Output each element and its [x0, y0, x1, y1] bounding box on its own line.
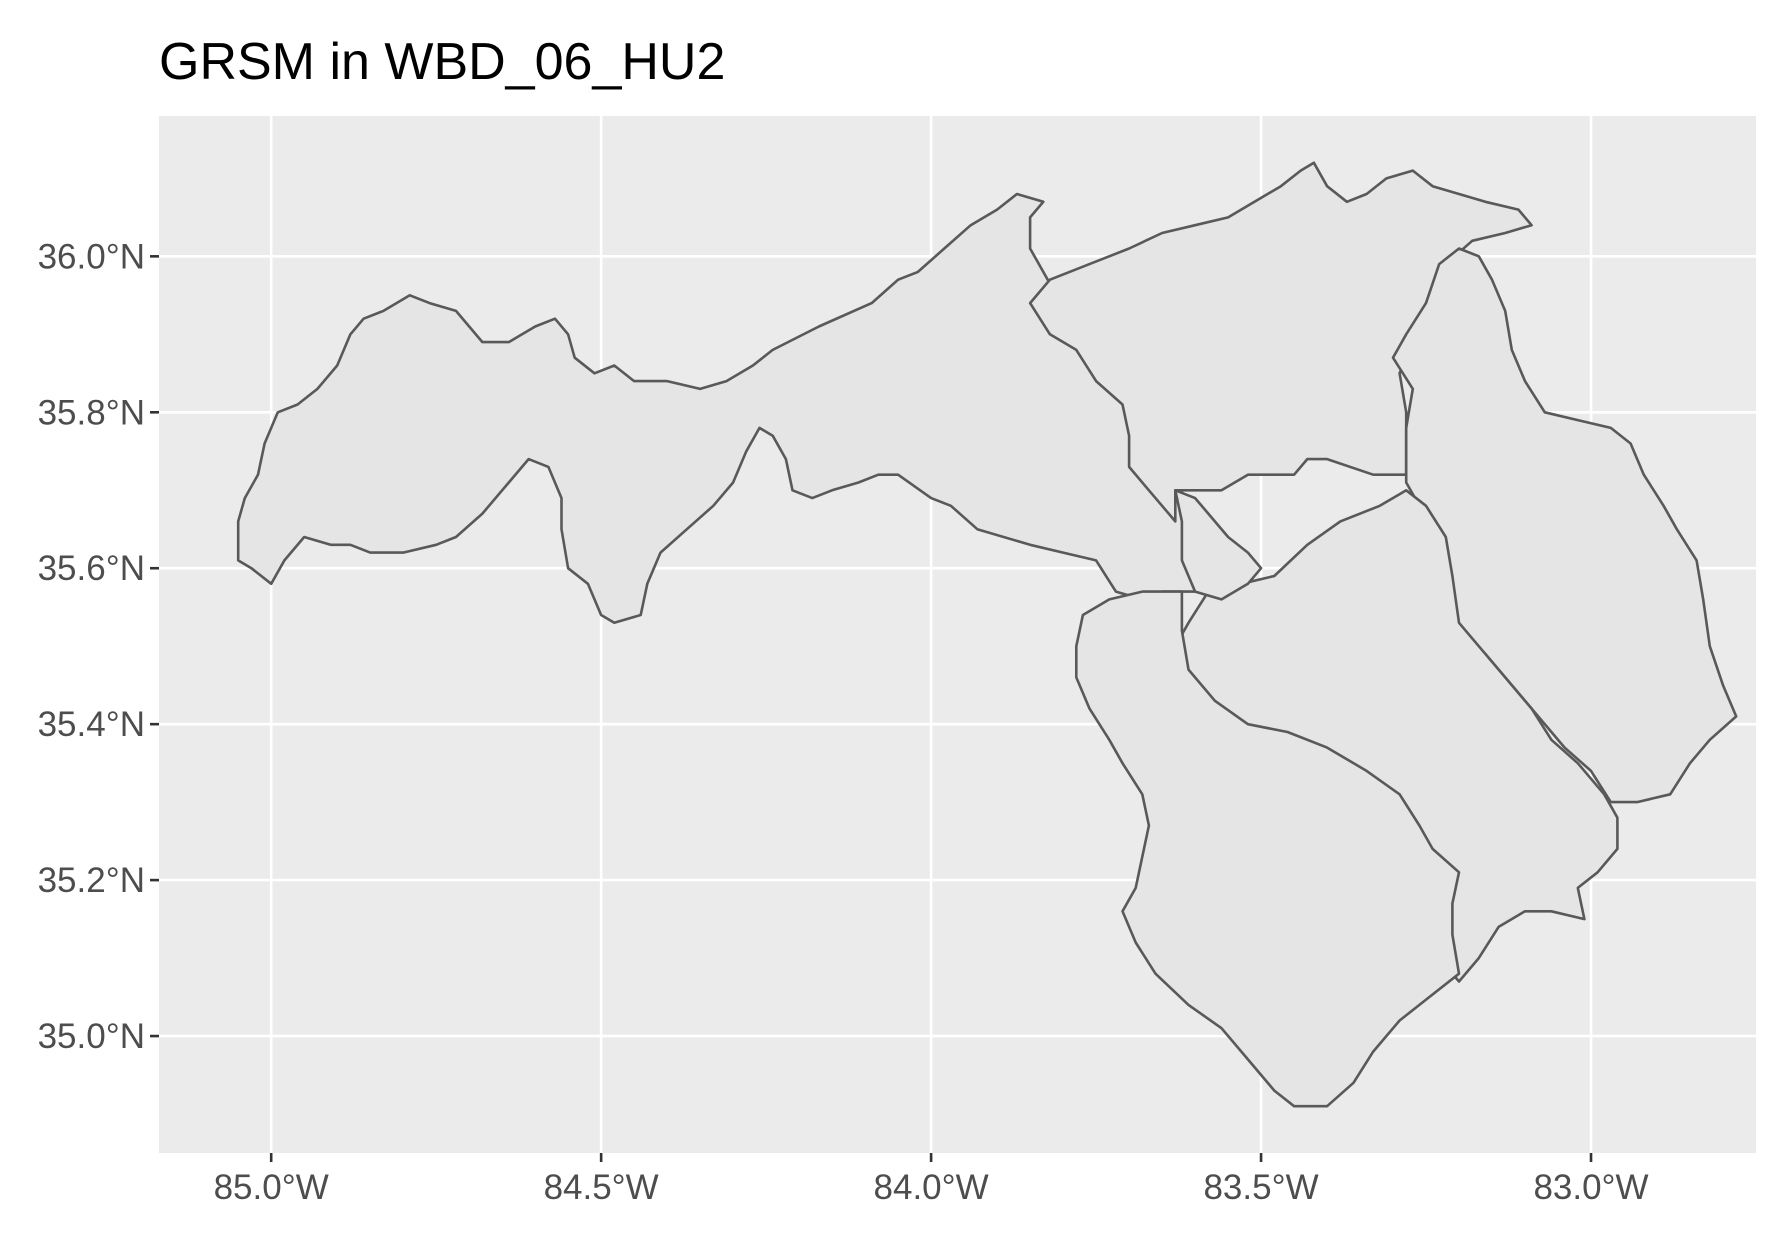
x-tick-label: 85.0°W: [214, 1168, 329, 1207]
y-tick-label: 35.2°N: [38, 861, 145, 900]
watershed-southern-watershed: [1075, 590, 1461, 1108]
y-axis: 35.0°N 35.2°N 35.4°N 35.6°N 35.8°N 36.0°N: [38, 237, 159, 1056]
watershed-inner-watershed: [1174, 488, 1263, 601]
watershed-northern-watershed: [1028, 161, 1533, 523]
watershed-polygons: [236, 161, 1738, 1108]
x-tick-label: 83.5°W: [1203, 1168, 1318, 1207]
x-tick-label: 84.5°W: [544, 1168, 659, 1207]
map-title: GRSM in WBD_06_HU2: [159, 33, 726, 91]
x-axis: 85.0°W 84.5°W 84.0°W 83.5°W 83.0°W: [214, 1153, 1649, 1207]
y-tick-label: 36.0°N: [38, 237, 145, 276]
y-tick-label: 35.4°N: [38, 705, 145, 744]
y-tick-label: 35.8°N: [38, 393, 145, 432]
y-tick-label: 35.0°N: [38, 1017, 145, 1056]
y-tick-label: 35.6°N: [38, 549, 145, 588]
x-tick-label: 84.0°W: [874, 1168, 989, 1207]
x-tick-label: 83.0°W: [1533, 1168, 1648, 1207]
